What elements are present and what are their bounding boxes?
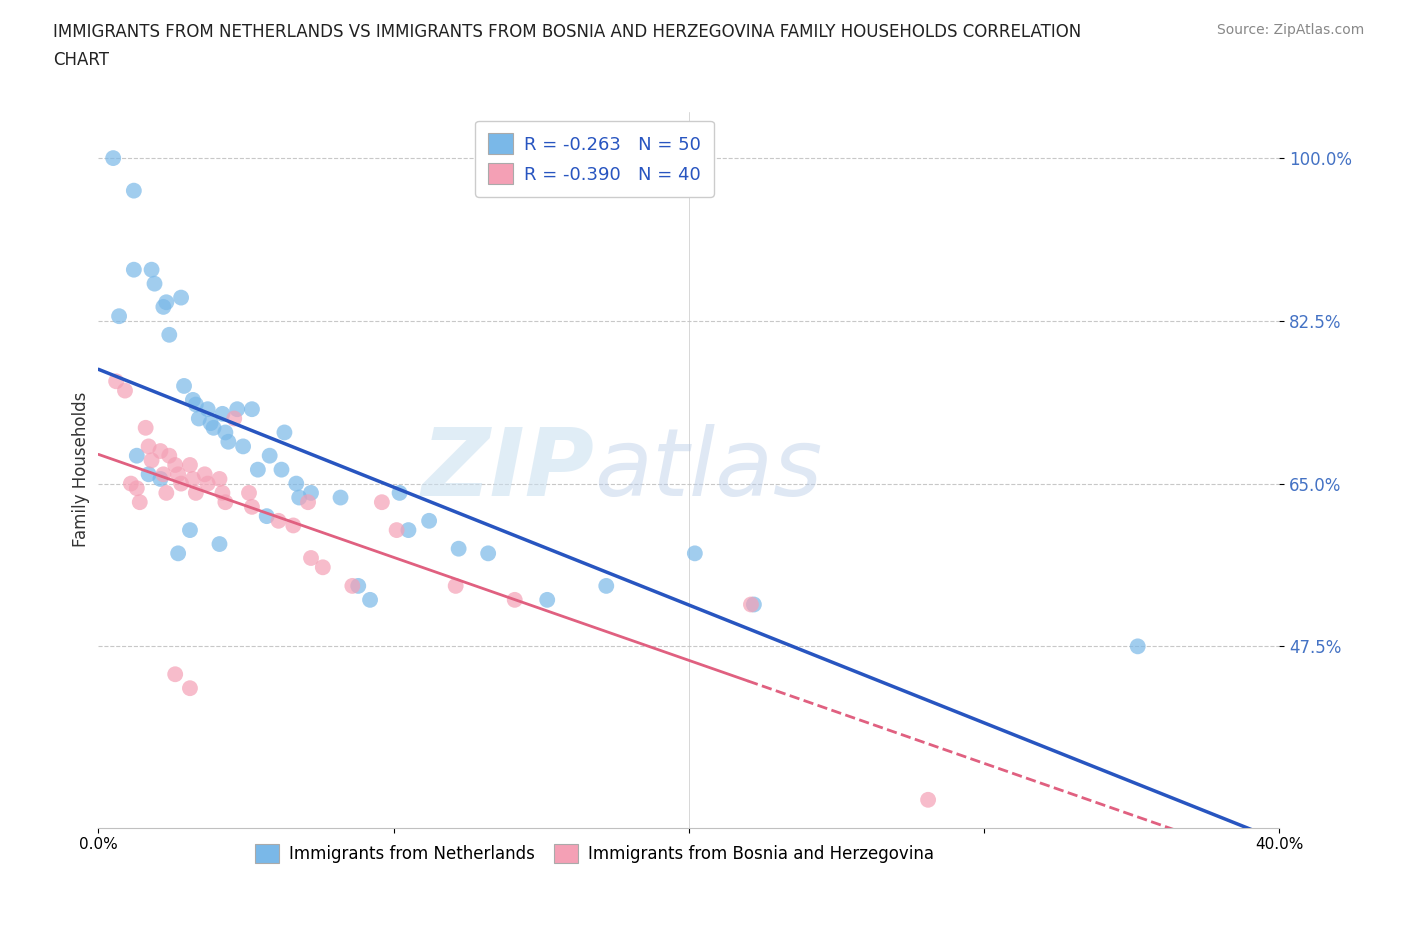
Point xyxy=(256,509,278,524)
Point xyxy=(232,439,254,454)
Point xyxy=(224,411,246,426)
Point xyxy=(181,472,204,486)
Text: Source: ZipAtlas.com: Source: ZipAtlas.com xyxy=(1216,23,1364,37)
Point xyxy=(167,546,190,561)
Point xyxy=(155,295,177,310)
Point xyxy=(165,667,187,682)
Point xyxy=(347,578,370,593)
Point xyxy=(105,374,128,389)
Point xyxy=(120,476,142,491)
Point xyxy=(240,499,263,514)
Point xyxy=(184,485,207,500)
Point xyxy=(503,592,526,607)
Point xyxy=(283,518,305,533)
Point xyxy=(125,481,148,496)
Point xyxy=(170,476,193,491)
Point xyxy=(208,537,231,551)
Point xyxy=(181,392,204,407)
Point xyxy=(173,379,195,393)
Point xyxy=(179,681,201,696)
Point xyxy=(143,276,166,291)
Point xyxy=(398,523,420,538)
Point xyxy=(141,453,163,468)
Legend: Immigrants from Netherlands, Immigrants from Bosnia and Herzegovina: Immigrants from Netherlands, Immigrants … xyxy=(249,837,941,870)
Point xyxy=(536,592,558,607)
Point xyxy=(179,523,201,538)
Point xyxy=(208,472,231,486)
Point xyxy=(742,597,765,612)
Point xyxy=(214,425,236,440)
Point xyxy=(149,444,172,458)
Point xyxy=(141,262,163,277)
Point xyxy=(200,416,222,431)
Point xyxy=(238,485,260,500)
Point xyxy=(135,420,157,435)
Text: ZIP: ZIP xyxy=(422,424,595,515)
Y-axis label: Family Households: Family Households xyxy=(72,392,90,548)
Point xyxy=(447,541,470,556)
Point xyxy=(418,513,440,528)
Point xyxy=(226,402,249,417)
Point xyxy=(149,472,172,486)
Point xyxy=(273,425,295,440)
Point xyxy=(285,476,308,491)
Point xyxy=(297,495,319,510)
Point xyxy=(359,592,381,607)
Point xyxy=(165,458,187,472)
Point xyxy=(270,462,292,477)
Point xyxy=(194,467,217,482)
Point xyxy=(477,546,499,561)
Point xyxy=(595,578,617,593)
Point xyxy=(740,597,762,612)
Point xyxy=(371,495,394,510)
Point xyxy=(288,490,311,505)
Point xyxy=(214,495,236,510)
Point xyxy=(152,299,174,314)
Point xyxy=(122,262,145,277)
Point xyxy=(1126,639,1149,654)
Point xyxy=(108,309,131,324)
Point xyxy=(138,439,160,454)
Point xyxy=(197,402,219,417)
Point xyxy=(122,183,145,198)
Point xyxy=(157,448,180,463)
Point xyxy=(155,485,177,500)
Point xyxy=(167,467,190,482)
Point xyxy=(157,327,180,342)
Point xyxy=(187,411,209,426)
Point xyxy=(170,290,193,305)
Point xyxy=(299,551,322,565)
Text: atlas: atlas xyxy=(595,424,823,515)
Point xyxy=(342,578,364,593)
Point xyxy=(211,485,233,500)
Point xyxy=(444,578,467,593)
Point xyxy=(197,476,219,491)
Point xyxy=(138,467,160,482)
Point xyxy=(299,485,322,500)
Text: CHART: CHART xyxy=(53,51,110,69)
Point xyxy=(184,397,207,412)
Point xyxy=(217,434,239,449)
Point xyxy=(202,420,225,435)
Point xyxy=(246,462,269,477)
Point xyxy=(211,406,233,421)
Point xyxy=(259,448,281,463)
Point xyxy=(385,523,408,538)
Point xyxy=(917,792,939,807)
Point xyxy=(683,546,706,561)
Point xyxy=(128,495,150,510)
Point xyxy=(388,485,411,500)
Point xyxy=(312,560,335,575)
Text: IMMIGRANTS FROM NETHERLANDS VS IMMIGRANTS FROM BOSNIA AND HERZEGOVINA FAMILY HOU: IMMIGRANTS FROM NETHERLANDS VS IMMIGRANT… xyxy=(53,23,1081,41)
Point xyxy=(125,448,148,463)
Point xyxy=(240,402,263,417)
Point xyxy=(152,467,174,482)
Point xyxy=(103,151,125,166)
Point xyxy=(114,383,136,398)
Point xyxy=(179,458,201,472)
Point xyxy=(267,513,290,528)
Point xyxy=(329,490,352,505)
